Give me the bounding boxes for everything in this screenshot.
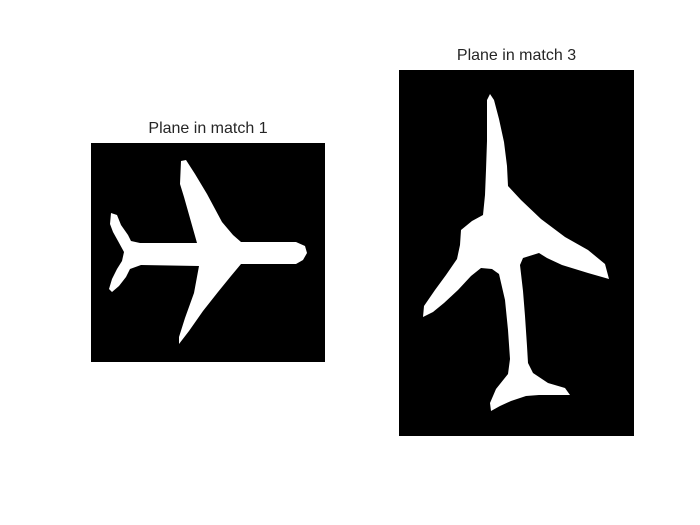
plane-silhouette-match-3 (399, 70, 634, 436)
plane-image-match-1 (91, 143, 325, 362)
panel-title-match-3: Plane in match 3 (456, 47, 577, 64)
plane-panel-match-1: Plane in match 1 (91, 118, 325, 363)
plane-silhouette-match-1 (91, 143, 325, 362)
plane-panel-match-3: Plane in match 3 (399, 46, 634, 436)
panel-title-match-1: Plane in match 1 (148, 120, 268, 137)
plane-image-match-3 (399, 70, 634, 436)
